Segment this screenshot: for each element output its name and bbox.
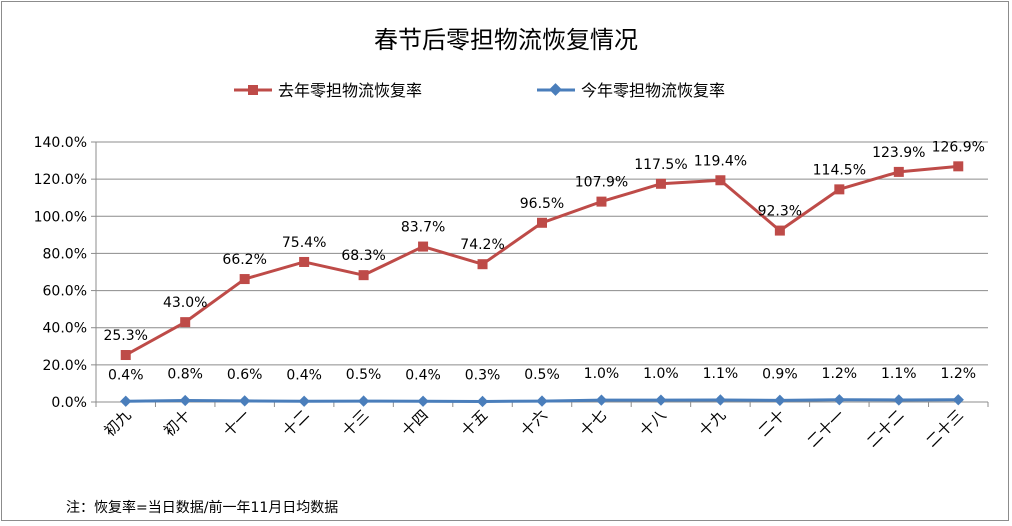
series-0-point-6 [477,259,488,270]
series-0-label-5: 83.7% [401,220,445,236]
series-0-label-6: 74.2% [460,237,504,253]
x-tick-label-6: 十五 [457,406,491,440]
x-tick-label-4: 十三 [338,406,372,440]
y-tick-label-3: 60.0% [43,284,87,300]
series-0-point-10 [715,175,726,186]
series-1-point-10 [714,394,727,406]
x-tick-label-9: 十八 [636,406,670,440]
y-tick-label-0: 0.0% [51,395,87,411]
y-tick-label-1: 20.0% [43,358,87,374]
x-axis-tick-labels: 初九 初十 十一 十二 十三 十四 十五 十六 十七 十八 十九 二十 二十一 二十二 二十三 [101,406,967,451]
y-tick-label-2: 40.0% [43,321,87,337]
legend-swatch-this-year-marker [549,83,562,96]
series-1-point-12 [833,394,845,406]
y-tick-label-4: 80.0% [43,246,87,262]
series-0-point-3 [299,256,310,267]
series-1-label-3: 0.4% [286,367,322,383]
series-0-label-14: 126.9% [932,139,985,155]
series-1-label-9: 1.0% [643,366,679,382]
y-axis-tick-labels: 0.0% 20.0% 40.0% 60.0% 80.0% 100.0% 120.0% 140.… [34,135,87,411]
series-1-point-2 [239,395,251,407]
series-1-point-6 [476,395,489,408]
series-0-label-11: 92.3% [758,204,802,220]
x-tick-label-1: 初十 [160,406,194,440]
series-1-label-10: 1.1% [703,366,739,382]
series-1-label-0: 0.4% [108,367,144,383]
series-0-point-9 [655,178,666,189]
series-0-label-2: 66.2% [222,252,266,268]
x-tick-label-11: 二十 [755,406,789,440]
series-1-label-5: 0.4% [405,367,441,383]
series-0-point-2 [239,274,250,285]
x-tick-label-2: 十一 [220,406,254,440]
series-1-point-1 [179,394,191,407]
legend-swatch-last-year-marker [248,85,258,95]
series-1-label-12: 1.2% [822,366,858,382]
y-tick-label-5: 100.0% [34,209,87,225]
series [120,161,964,408]
y-tick-label-6: 120.0% [34,172,87,188]
series-1-label-6: 0.3% [465,367,501,383]
series-1-label-7: 0.5% [524,367,560,383]
y-tick-label-7: 140.0% [34,135,87,151]
series-1-point-11 [774,394,786,406]
legend: 去年零担物流恢复率 今年零担物流恢复率 [234,81,725,100]
series-0-point-13 [893,166,904,177]
series-1-point-8 [595,394,608,406]
legend-label-this-year: 今年零担物流恢复率 [581,81,725,100]
legend-item-last-year: 去年零担物流恢复率 [234,81,422,100]
series-1-point-3 [298,395,310,407]
chart-note: 注：恢复率=当日数据/前一年11月日均数据 [66,499,338,516]
gridlines [96,141,988,366]
x-tick-label-10: 十九 [695,406,729,440]
x-tick-label-3: 十二 [279,406,313,440]
series-1-point-0 [120,395,132,407]
x-tick-label-7: 十六 [517,406,551,440]
series-1-point-7 [536,395,548,407]
x-tick-label-0: 初九 [101,406,135,440]
x-tick-label-5: 十四 [398,406,432,440]
series-1-label-14: 1.2% [940,366,976,382]
series-0-point-1 [180,317,191,328]
legend-label-last-year: 去年零担物流恢复率 [278,81,422,100]
series-1-label-13: 1.1% [881,366,917,382]
series-0-label-12: 114.5% [813,162,866,178]
x-tick-label-13: 二十二 [863,406,908,451]
series-0-label-4: 68.3% [341,248,385,264]
series-0-point-7 [537,217,547,228]
series-0-point-0 [120,350,131,361]
series-0-label-1: 43.0% [163,295,207,311]
series-0-label-10: 119.4% [694,153,747,169]
series-1-point-5 [417,395,429,407]
series-1-point-9 [655,394,667,406]
series-1-label-8: 1.0% [584,366,620,382]
series-1-label-4: 0.5% [346,367,382,383]
series-0-point-12 [834,184,845,195]
series-0-point-8 [596,196,607,207]
chart-title: 春节后零担物流恢复情况 [374,26,638,54]
series-1-label-11: 0.9% [762,366,798,382]
series-1-point-14 [952,394,964,406]
series-0-label-13: 123.9% [872,145,925,161]
series-0-point-11 [774,225,785,236]
x-tick-label-12: 二十一 [804,406,849,451]
series-0-label-0: 25.3% [103,328,147,344]
series-1-label-1: 0.8% [167,367,203,383]
x-tick-label-14: 二十三 [923,406,968,451]
series-1-point-4 [357,395,370,407]
series-0-point-4 [358,270,369,281]
series-1-label-2: 0.6% [227,367,263,383]
series-0-label-9: 117.5% [634,157,687,173]
legend-item-this-year: 今年零担物流恢复率 [537,81,725,100]
data-labels: 25.3% 43.0% 66.2% 75.4% 68.3% 83.7% 74.2% 96.5%… [103,139,984,383]
series-0-label-3: 75.4% [282,235,326,251]
series-1-point-13 [893,394,905,406]
x-tick-label-8: 十七 [576,406,610,440]
series-0-point-5 [418,241,429,252]
series-0-point-14 [953,161,964,172]
series-0-label-8: 107.9% [575,175,628,191]
series-0-label-7: 96.5% [520,196,564,212]
